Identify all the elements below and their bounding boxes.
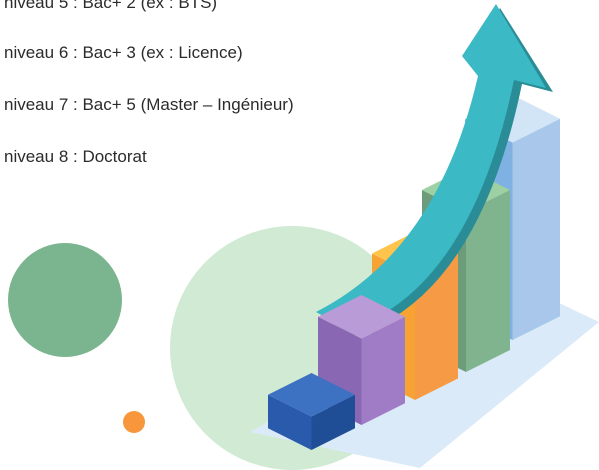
page: {"list": {"items": [ "niveau 5 : Bac+ 2 … (0, 0, 599, 470)
decor-dot (123, 411, 145, 433)
bar-face (513, 119, 561, 340)
list-item: niveau 8 : Doctorat (4, 147, 147, 167)
illustration (0, 0, 599, 470)
list-item: niveau 6 : Bac+ 3 (ex : Licence) (4, 43, 243, 63)
list-item: niveau 7 : Bac+ 5 (Master – Ingénieur) (4, 95, 294, 115)
decor-circle (8, 243, 122, 357)
list-item: niveau 5 : Bac+ 2 (ex : BTS) (4, 0, 217, 13)
